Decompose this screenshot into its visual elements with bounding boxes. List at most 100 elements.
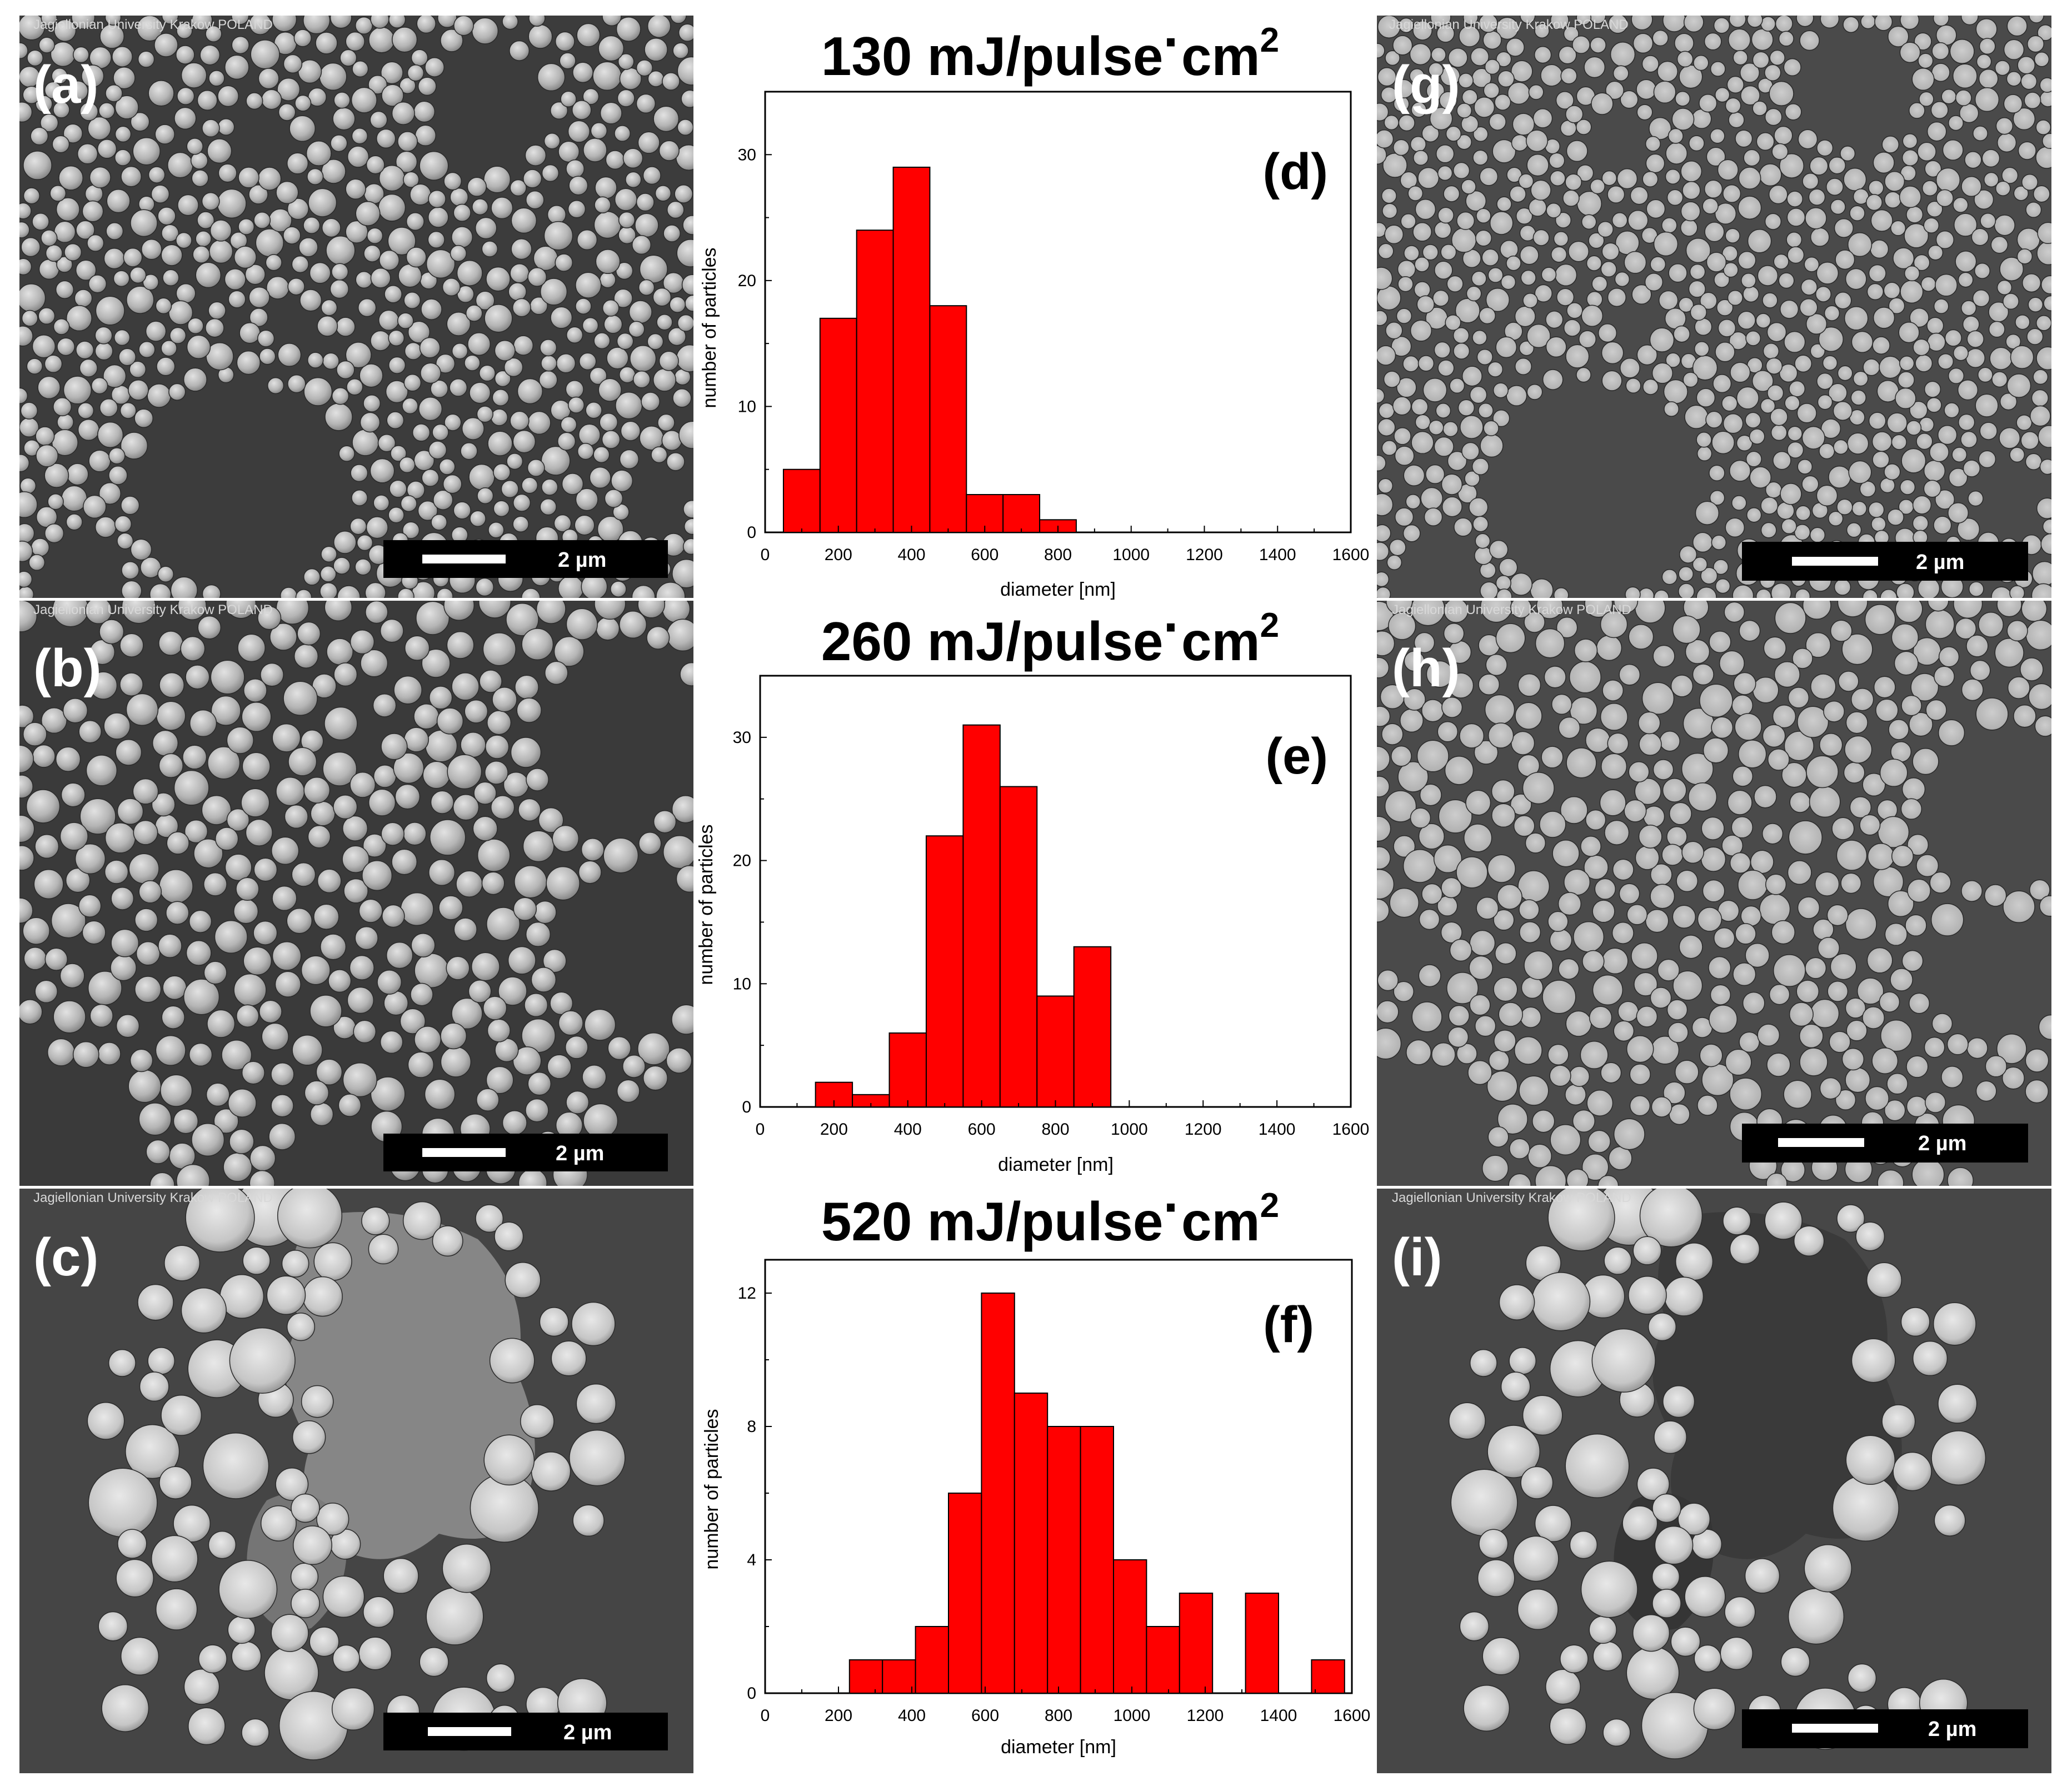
sem-particle [1800,278,1818,296]
sem-particle [607,1036,631,1060]
sem-particle [636,193,655,212]
sem-particle [1843,167,1867,191]
sem-particle [2016,414,2033,431]
sem-particle [112,46,133,67]
sem-particle [57,337,76,356]
sem-particle [1930,903,1964,936]
sem-particle [1511,731,1535,755]
sem-particle [73,46,89,63]
sem-particle [1381,440,1397,456]
sem-particle [21,237,41,257]
sem-particle [1594,878,1616,900]
sem-particle [38,37,55,53]
sem-particle [370,267,391,288]
sem-particle [547,205,567,225]
sem-particle [313,1242,352,1281]
sem-particle [1480,433,1504,458]
sem-particle [1552,839,1580,867]
sem-particle [470,510,486,527]
sem-particle [1519,899,1540,920]
sem-particle [1446,275,1464,292]
sem-particle [233,973,267,1007]
sem-particle [31,538,50,557]
sem-particle [253,857,278,882]
sem-particle [1762,724,1786,748]
sem-particle [82,200,104,222]
sem-particle [1905,914,1927,937]
sem-particle [568,176,588,196]
x-tick-label-d-0: 0 [761,546,770,564]
sem-particle [1592,974,1624,1006]
sem-particle [2018,141,2036,160]
sem-particle [1911,1158,1945,1186]
sem-particle [410,183,432,206]
sem-particle [1745,451,1762,467]
sem-particle [162,269,179,287]
x-ticks-f: 0 200 400 600 800 1000 1200 1400 1600 [761,1687,1370,1725]
panel-label-i: (i) [1392,1228,1442,1287]
sem-particle [1482,30,1502,50]
sem-particle [1441,696,1463,718]
scalebar-line-i [1792,1724,1878,1733]
sem-particle [308,188,337,217]
sem-particle [1771,920,1796,945]
sem-particle [1840,146,1856,162]
sem-particle [1417,355,1435,372]
sem-particle [1638,825,1662,849]
sem-particle [446,631,475,659]
sem-particle [1795,588,1811,598]
sem-particle [103,364,127,388]
sem-particle [1834,218,1854,238]
sem-particle [155,1588,198,1630]
sem-particle [1968,581,1984,597]
sem-particle [1865,194,1883,211]
sem-particle [218,1560,278,1619]
sem-particle [94,326,113,345]
sem-particle [1899,186,1921,208]
sem-particle [582,88,600,105]
sem-particle [342,815,368,841]
sem-particle [258,68,279,89]
sem-particle [44,523,64,543]
sem-particle [1397,761,1429,792]
sem-particle [134,976,162,1003]
sem-particle [362,834,387,858]
sem-particle [1809,527,1826,543]
sem-particle [59,963,85,989]
sem-particle [622,1054,646,1078]
sem-particle [1685,639,1710,665]
sem-particle [281,1250,309,1278]
sem-particle [283,54,303,74]
sem-particle [1385,322,1403,340]
sem-particle [1550,170,1566,187]
sem-particle [410,982,433,1006]
sem-particle [469,382,491,404]
sem-particle [1495,336,1517,358]
sem-particle [137,1284,174,1321]
sem-particle [426,249,456,279]
sem-particle [1797,459,1813,475]
sem-particle [321,299,338,316]
sem-particle [1565,344,1590,368]
sem-particle [1977,367,1993,383]
sem-particle [1901,149,1919,167]
sem-particle [1421,699,1445,722]
sem-particle [1700,567,1718,585]
sem-particle [1733,49,1748,66]
sem-particle [388,16,406,29]
sem-particle [249,1145,276,1171]
sem-particle [242,1246,271,1275]
sem-particle [1584,601,1613,618]
sem-particle [1834,578,1851,596]
sem-particle [1675,91,1691,107]
sem-particle [582,1064,607,1090]
sem-particle [293,1525,332,1565]
sem-particle [415,124,437,147]
y-tick-label-e-2: 20 [733,852,751,870]
sem-particle [1418,823,1445,850]
sem-particle [1384,225,1404,245]
sem-particle [333,794,358,820]
sem-particle [1545,311,1564,329]
sem-particle [87,234,104,252]
sem-particle [584,1009,616,1041]
